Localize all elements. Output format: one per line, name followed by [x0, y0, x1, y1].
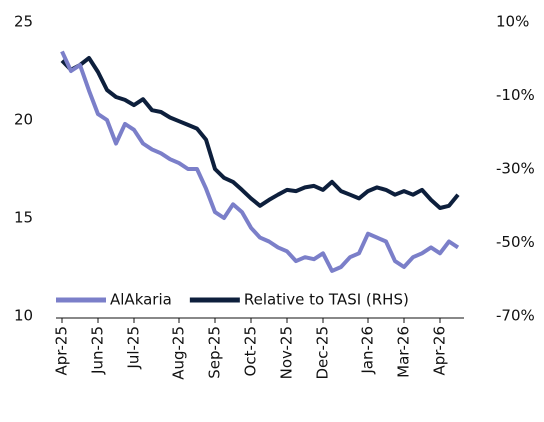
y2-tick-label: 10% — [496, 13, 529, 31]
y-tick-label: 25 — [14, 13, 33, 31]
y-tick-label: 10 — [14, 307, 33, 325]
x-tick-label: Apr-26 — [431, 326, 449, 376]
x-tick-label: Jan-26 — [359, 326, 377, 375]
x-tick-label: Jul-25 — [125, 326, 143, 370]
y2-tick-label: -30% — [496, 160, 535, 178]
legend-label: Relative to TASI (RHS) — [244, 291, 409, 309]
y2-tick-label: -50% — [496, 233, 535, 251]
y-tick-label: 20 — [14, 111, 33, 129]
y-tick-label: 15 — [14, 209, 33, 227]
x-tick-label: Jun-25 — [89, 326, 107, 375]
x-tick-label: Nov-25 — [278, 326, 296, 379]
x-tick-label: Apr-25 — [53, 326, 71, 376]
x-tick-label: Mar-26 — [395, 326, 413, 378]
x-tick-label: Aug-25 — [170, 326, 188, 380]
legend-label: AlAkaria — [110, 291, 172, 309]
y2-tick-label: -10% — [496, 86, 535, 104]
x-tick-label: Sep-25 — [206, 326, 224, 379]
y2-tick-label: -70% — [496, 307, 535, 325]
series-line — [60, 56, 460, 210]
x-tick-label: Dec-25 — [314, 326, 332, 380]
series-line — [60, 50, 460, 273]
x-tick-label: Oct-25 — [242, 326, 260, 376]
